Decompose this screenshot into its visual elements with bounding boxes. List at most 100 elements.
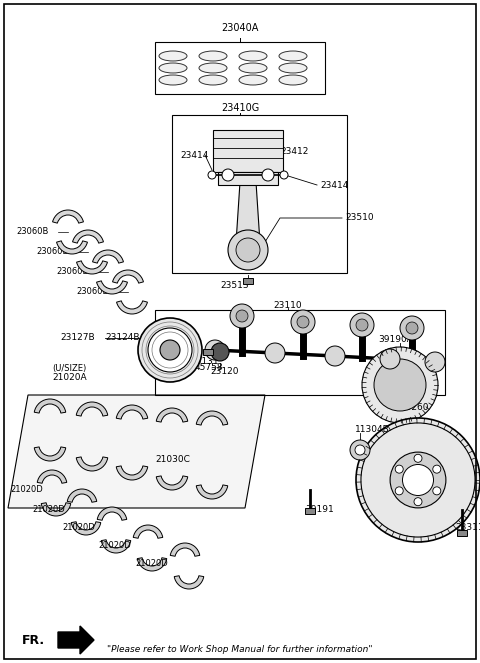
Wedge shape bbox=[67, 489, 97, 503]
Bar bbox=[155, 42, 325, 94]
Wedge shape bbox=[196, 485, 228, 499]
Wedge shape bbox=[76, 261, 108, 274]
Circle shape bbox=[265, 343, 285, 363]
Ellipse shape bbox=[159, 51, 187, 61]
Circle shape bbox=[395, 487, 403, 495]
Circle shape bbox=[400, 316, 424, 340]
Ellipse shape bbox=[279, 63, 307, 73]
Ellipse shape bbox=[279, 75, 307, 85]
Ellipse shape bbox=[279, 51, 307, 61]
Circle shape bbox=[350, 313, 374, 337]
Wedge shape bbox=[117, 301, 147, 314]
Wedge shape bbox=[76, 457, 108, 471]
Text: 23127B: 23127B bbox=[60, 333, 95, 343]
Bar bbox=[203, 349, 213, 355]
Text: 23513: 23513 bbox=[221, 280, 249, 290]
Wedge shape bbox=[170, 543, 200, 556]
Wedge shape bbox=[37, 470, 67, 483]
Text: 23060B: 23060B bbox=[16, 227, 48, 237]
Text: 23040A: 23040A bbox=[221, 23, 259, 33]
Bar bbox=[172, 115, 347, 273]
Wedge shape bbox=[101, 540, 131, 553]
Wedge shape bbox=[196, 411, 228, 425]
Text: 23110: 23110 bbox=[274, 300, 302, 310]
Circle shape bbox=[390, 452, 446, 508]
Ellipse shape bbox=[199, 51, 227, 61]
Ellipse shape bbox=[239, 51, 267, 61]
Circle shape bbox=[148, 328, 192, 372]
Wedge shape bbox=[71, 522, 101, 535]
Wedge shape bbox=[41, 503, 71, 516]
Text: 23120: 23120 bbox=[210, 367, 239, 377]
Circle shape bbox=[236, 238, 260, 262]
Wedge shape bbox=[174, 575, 204, 589]
Text: 23124B: 23124B bbox=[105, 333, 140, 343]
Wedge shape bbox=[93, 250, 123, 263]
Text: 23060B: 23060B bbox=[76, 288, 108, 296]
Wedge shape bbox=[156, 476, 188, 490]
Circle shape bbox=[236, 310, 248, 322]
Ellipse shape bbox=[159, 63, 187, 73]
Text: 23510: 23510 bbox=[345, 213, 373, 223]
Polygon shape bbox=[236, 182, 260, 243]
Text: 23412: 23412 bbox=[281, 147, 309, 156]
Wedge shape bbox=[97, 507, 127, 520]
Wedge shape bbox=[72, 230, 104, 243]
Text: 21030C: 21030C bbox=[155, 455, 190, 465]
Circle shape bbox=[280, 171, 288, 179]
Wedge shape bbox=[156, 408, 188, 422]
Ellipse shape bbox=[199, 75, 227, 85]
Bar bbox=[155, 310, 445, 395]
Wedge shape bbox=[116, 466, 148, 480]
Text: 21020D: 21020D bbox=[62, 522, 95, 532]
Circle shape bbox=[350, 440, 370, 460]
Wedge shape bbox=[116, 405, 148, 419]
Wedge shape bbox=[52, 210, 84, 223]
Circle shape bbox=[433, 487, 441, 495]
Wedge shape bbox=[34, 447, 66, 461]
Wedge shape bbox=[76, 402, 108, 416]
Ellipse shape bbox=[159, 75, 187, 85]
Circle shape bbox=[395, 465, 403, 473]
Text: 21020D: 21020D bbox=[135, 558, 168, 568]
Ellipse shape bbox=[239, 63, 267, 73]
Circle shape bbox=[160, 340, 180, 360]
Circle shape bbox=[228, 230, 268, 270]
Text: 21020D: 21020D bbox=[98, 540, 131, 550]
Text: 11304B: 11304B bbox=[355, 426, 390, 434]
Circle shape bbox=[406, 322, 418, 334]
Circle shape bbox=[425, 352, 445, 372]
Text: 23414: 23414 bbox=[320, 180, 348, 190]
Wedge shape bbox=[34, 399, 66, 413]
Bar bbox=[305, 508, 315, 514]
Circle shape bbox=[230, 304, 254, 328]
Ellipse shape bbox=[199, 63, 227, 73]
Circle shape bbox=[297, 316, 309, 328]
Circle shape bbox=[433, 465, 441, 473]
Circle shape bbox=[380, 349, 400, 369]
Text: 23260: 23260 bbox=[400, 404, 429, 412]
Text: 23060B: 23060B bbox=[56, 267, 88, 276]
Text: (U/SIZE): (U/SIZE) bbox=[52, 363, 86, 373]
Polygon shape bbox=[58, 626, 94, 654]
Wedge shape bbox=[57, 241, 87, 254]
Circle shape bbox=[414, 498, 422, 506]
Text: 39191: 39191 bbox=[305, 505, 334, 514]
Circle shape bbox=[403, 465, 433, 495]
Wedge shape bbox=[96, 281, 128, 294]
Circle shape bbox=[356, 319, 368, 331]
Bar bbox=[218, 172, 278, 185]
Circle shape bbox=[374, 359, 426, 411]
Text: 23410G: 23410G bbox=[221, 103, 259, 113]
Wedge shape bbox=[133, 525, 163, 538]
Text: 23311A: 23311A bbox=[455, 524, 480, 532]
Circle shape bbox=[208, 171, 216, 179]
Text: 23414: 23414 bbox=[181, 151, 209, 160]
Circle shape bbox=[138, 318, 202, 382]
Text: FR.: FR. bbox=[22, 634, 45, 646]
Circle shape bbox=[414, 454, 422, 462]
Bar bbox=[213, 130, 283, 172]
Circle shape bbox=[291, 310, 315, 334]
Circle shape bbox=[205, 340, 225, 360]
Circle shape bbox=[355, 445, 365, 455]
